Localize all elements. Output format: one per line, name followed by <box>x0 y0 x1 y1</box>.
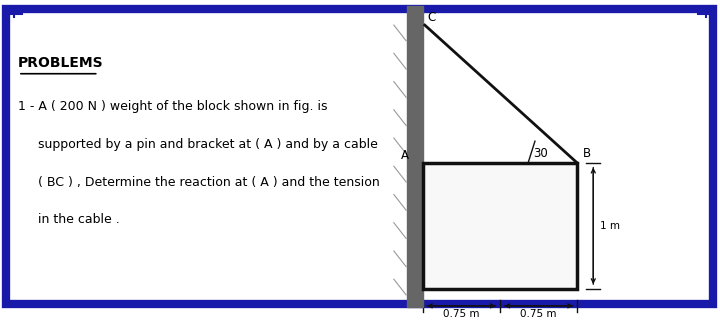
Bar <box>407 6 423 308</box>
Text: W: W <box>513 215 525 228</box>
Bar <box>423 163 577 289</box>
Text: C: C <box>428 11 436 24</box>
Text: 0.75 m: 0.75 m <box>443 309 480 319</box>
Text: A: A <box>401 148 409 162</box>
Text: B: B <box>582 147 590 160</box>
Text: 0.75 m: 0.75 m <box>521 309 557 319</box>
Text: 1 - A ( 200 N ) weight of the block shown in fig. is: 1 - A ( 200 N ) weight of the block show… <box>18 100 328 113</box>
Text: supported by a pin and bracket at ( A ) and by a cable: supported by a pin and bracket at ( A ) … <box>18 138 378 151</box>
Text: 30: 30 <box>533 147 547 160</box>
Text: ( BC ) , Determine the reaction at ( A ) and the tension: ( BC ) , Determine the reaction at ( A )… <box>18 176 379 189</box>
Text: in the cable .: in the cable . <box>18 213 120 226</box>
Text: PROBLEMS: PROBLEMS <box>18 56 104 70</box>
Text: 1 m: 1 m <box>600 221 621 231</box>
